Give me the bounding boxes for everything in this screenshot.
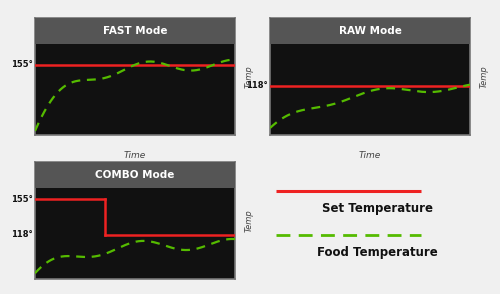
Text: Temp: Temp bbox=[480, 65, 489, 88]
Text: 155°: 155° bbox=[11, 195, 33, 204]
Bar bbox=[270, 18, 470, 44]
Text: FAST Mode: FAST Mode bbox=[103, 26, 167, 36]
Text: Time: Time bbox=[124, 151, 146, 160]
Bar bbox=[35, 18, 235, 44]
Text: 118°: 118° bbox=[246, 81, 268, 90]
Text: RAW Mode: RAW Mode bbox=[338, 26, 402, 36]
Text: 118°: 118° bbox=[11, 230, 33, 239]
Text: Set Temperature: Set Temperature bbox=[322, 202, 433, 215]
Text: 155°: 155° bbox=[11, 60, 33, 69]
Bar bbox=[35, 162, 235, 188]
Text: Food Temperature: Food Temperature bbox=[317, 246, 438, 259]
Text: Temp: Temp bbox=[245, 65, 254, 88]
Text: Time: Time bbox=[359, 151, 381, 160]
Text: COMBO Mode: COMBO Mode bbox=[96, 170, 174, 180]
Text: Temp: Temp bbox=[245, 209, 254, 232]
